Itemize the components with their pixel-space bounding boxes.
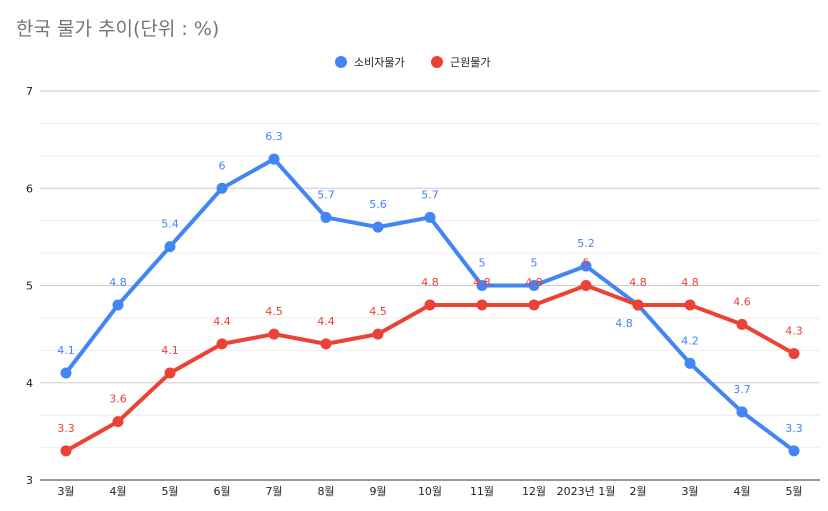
data-label: 3.3 bbox=[57, 422, 75, 435]
data-label: 4.6 bbox=[733, 295, 751, 308]
x-tick-label: 4월 bbox=[109, 485, 126, 498]
x-tick-label: 2월 bbox=[629, 485, 646, 498]
y-tick-label: 3 bbox=[26, 474, 33, 487]
legend-label: 근원물가 bbox=[450, 56, 490, 69]
data-point bbox=[528, 299, 540, 311]
data-label: 6.3 bbox=[265, 130, 283, 143]
data-label: 4.4 bbox=[317, 315, 335, 328]
legend-label: 소비자물가 bbox=[354, 56, 405, 69]
y-tick-label: 4 bbox=[26, 377, 33, 390]
data-point bbox=[476, 299, 488, 311]
legend-marker bbox=[431, 56, 443, 68]
data-label: 4.8 bbox=[421, 276, 439, 289]
data-point bbox=[580, 260, 592, 272]
x-tick-label: 3월 bbox=[681, 485, 698, 498]
data-label: 6 bbox=[219, 159, 226, 172]
x-tick-label: 5월 bbox=[785, 485, 802, 498]
data-label: 4.5 bbox=[369, 305, 387, 318]
data-point bbox=[164, 367, 176, 379]
data-label: 4.8 bbox=[615, 317, 633, 330]
data-point bbox=[736, 318, 748, 330]
data-label: 4.8 bbox=[473, 276, 491, 289]
x-tick-label: 10월 bbox=[418, 485, 442, 498]
data-point bbox=[60, 367, 72, 379]
data-label: 5.6 bbox=[369, 198, 387, 211]
data-label: 4.8 bbox=[681, 276, 699, 289]
data-label: 5 bbox=[531, 257, 538, 270]
x-tick-label: 12월 bbox=[522, 485, 546, 498]
data-point bbox=[476, 280, 488, 291]
data-label: 4.1 bbox=[161, 344, 179, 357]
data-point bbox=[268, 328, 280, 340]
data-label: 4.4 bbox=[213, 315, 231, 328]
data-point bbox=[372, 328, 384, 340]
data-label: 4.1 bbox=[57, 344, 75, 357]
data-label: 3.6 bbox=[109, 393, 127, 406]
data-point bbox=[216, 338, 228, 350]
data-point bbox=[788, 348, 800, 360]
chart-title: 한국 물가 추이(단위 : %) bbox=[16, 18, 220, 40]
data-label: 5.2 bbox=[577, 237, 595, 250]
data-label: 4.8 bbox=[629, 276, 647, 289]
data-label: 4.5 bbox=[265, 305, 283, 318]
data-point bbox=[684, 357, 696, 369]
data-label: 5 bbox=[583, 257, 590, 270]
y-tick-label: 6 bbox=[26, 182, 33, 195]
x-tick-label: 5월 bbox=[161, 485, 178, 498]
data-point bbox=[528, 280, 540, 291]
data-label: 4.8 bbox=[109, 276, 127, 289]
data-point bbox=[216, 182, 228, 194]
data-point bbox=[60, 445, 72, 457]
data-label: 5.4 bbox=[161, 218, 179, 231]
data-point bbox=[424, 299, 436, 311]
data-label: 3.7 bbox=[733, 383, 751, 396]
data-label: 4.2 bbox=[681, 334, 699, 347]
x-tick-label: 9월 bbox=[369, 485, 386, 498]
data-point bbox=[788, 445, 800, 457]
y-tick-label: 7 bbox=[26, 85, 33, 98]
data-point bbox=[112, 299, 124, 311]
x-tick-label: 2023년 1월 bbox=[557, 485, 616, 498]
data-point bbox=[684, 299, 696, 311]
data-label: 5.7 bbox=[317, 188, 335, 201]
x-tick-label: 6월 bbox=[213, 485, 230, 498]
data-point bbox=[268, 153, 280, 165]
data-label: 5.7 bbox=[421, 188, 439, 201]
data-label: 4.3 bbox=[785, 325, 803, 338]
data-point bbox=[580, 280, 592, 291]
data-label: 5 bbox=[479, 257, 486, 270]
data-label: 4.8 bbox=[525, 276, 543, 289]
data-point bbox=[112, 416, 124, 428]
x-tick-label: 11월 bbox=[470, 485, 494, 498]
y-tick-label: 5 bbox=[26, 280, 33, 293]
data-point bbox=[164, 241, 176, 253]
x-tick-label: 8월 bbox=[317, 485, 334, 498]
data-point bbox=[736, 406, 748, 418]
data-point bbox=[320, 211, 332, 223]
x-tick-label: 3월 bbox=[57, 485, 74, 498]
data-point bbox=[632, 299, 644, 311]
data-label: 3.3 bbox=[785, 422, 803, 435]
data-point bbox=[424, 211, 436, 223]
legend-marker bbox=[335, 56, 347, 68]
data-point bbox=[372, 221, 384, 233]
x-tick-label: 4월 bbox=[733, 485, 750, 498]
x-tick-label: 7월 bbox=[265, 485, 282, 498]
data-point bbox=[320, 338, 332, 350]
